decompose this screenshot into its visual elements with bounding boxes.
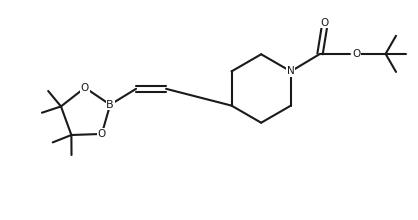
Text: O: O: [98, 129, 106, 139]
Text: O: O: [81, 83, 89, 93]
Text: N: N: [287, 66, 295, 76]
Text: O: O: [352, 49, 360, 59]
Text: B: B: [106, 100, 114, 110]
Text: O: O: [320, 18, 329, 28]
